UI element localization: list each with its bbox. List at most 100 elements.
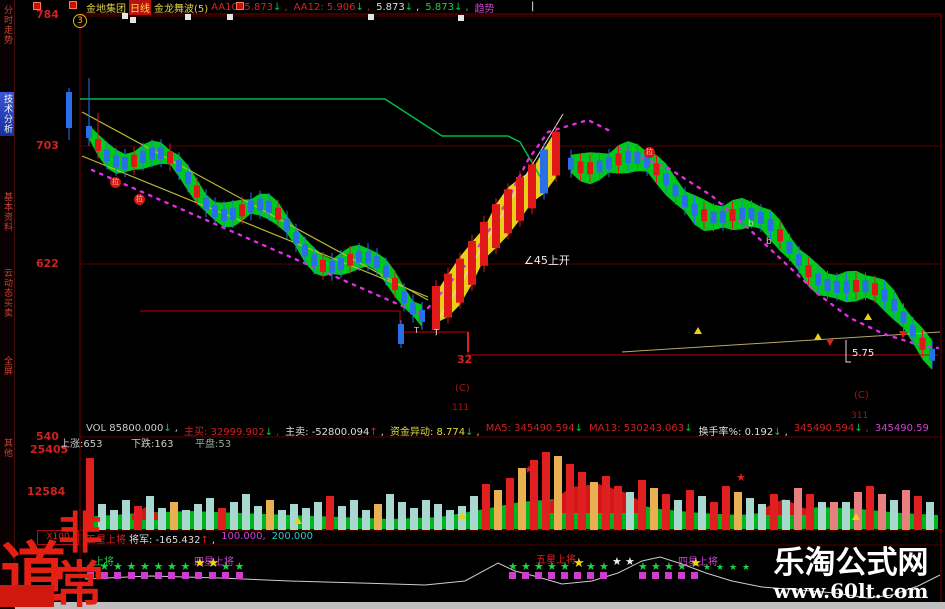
volume-bar [410, 508, 418, 530]
candlestick [468, 240, 476, 285]
volume-bar [602, 476, 610, 530]
grid-handle-2[interactable] [130, 17, 136, 23]
candlestick [338, 257, 344, 270]
yellow-trendline-2 [81, 155, 429, 298]
signal-base-block [222, 572, 229, 579]
signal-base-block [168, 572, 175, 579]
signal-base-block [548, 572, 555, 579]
candlestick [691, 203, 698, 216]
signal-star-marker: ★ [560, 560, 570, 573]
candlestick [853, 280, 859, 293]
candlestick [577, 161, 584, 174]
signal-star-marker: ★ [153, 560, 164, 573]
signal-base-block [535, 572, 542, 579]
grid-handle-3[interactable] [185, 14, 191, 20]
grid-handle-6[interactable] [458, 15, 464, 21]
volume-bar [830, 502, 838, 530]
topbar-token-8: 趋势 [474, 4, 495, 15]
volume-bar [158, 508, 166, 530]
sidebar-tab-1[interactable]: 分时走势 [2, 5, 12, 45]
candlestick [492, 204, 500, 249]
green-ma-line [80, 98, 546, 186]
signal-base-block [691, 572, 698, 579]
volume-bar [98, 504, 106, 530]
candlestick [432, 286, 440, 330]
candlestick [104, 149, 110, 162]
ind-header-token-1: 五星上将 [86, 535, 126, 546]
signal-star-marker: ★ [690, 556, 702, 571]
volume-bar [674, 500, 682, 530]
candlestick [504, 189, 512, 234]
signal-star-marker: ★ [664, 560, 674, 573]
volume-bar [134, 506, 142, 530]
volume-bar [590, 482, 598, 530]
candlestick [748, 208, 755, 221]
volume-indicator-header[interactable]: VOL 85800.000↓, 主买: 32999.902↓, 主卖: -52800… [86, 423, 932, 438]
candlestick [720, 210, 726, 223]
candlestick [767, 219, 774, 232]
letter-mark-b2: b [766, 237, 772, 247]
stop-value: 32 [457, 353, 473, 366]
t-mark-2: T [434, 328, 439, 337]
signal-star-marker: ★ [729, 563, 738, 573]
topbar-token-4: AA10: 5.873↓, [211, 2, 288, 13]
volume-bar [326, 496, 334, 530]
callout-connector [845, 340, 851, 363]
candlestick [480, 221, 488, 266]
grid-handle-5[interactable] [368, 14, 374, 20]
candlestick [320, 259, 326, 272]
sidebar-tab-5[interactable]: 全屏 [2, 356, 12, 376]
signal-star-marker: ★ [625, 555, 635, 568]
grid-handle-1[interactable] [122, 13, 128, 19]
vol-header-token-1: VOL 85800.000↓, [86, 423, 178, 434]
candlestick [86, 126, 92, 138]
candlestick [644, 155, 650, 168]
signal-star-marker: ★ [99, 560, 110, 573]
sidebar-tab-6[interactable]: 其他 [2, 438, 12, 458]
candlestick [615, 153, 622, 166]
candlestick [701, 209, 707, 222]
signal-base-block [509, 572, 516, 579]
candlestick [881, 289, 888, 302]
candlestick [284, 218, 290, 231]
sidebar-tab-3[interactable]: 基本资料 [2, 192, 12, 232]
volume-bar [794, 488, 802, 530]
candlestick [796, 254, 802, 267]
general-line-curve [84, 556, 941, 599]
volume-bar [314, 502, 322, 530]
vol-label-25405: 25405 [30, 443, 69, 456]
up-triangle-marker [294, 517, 302, 524]
candlestick [634, 151, 641, 164]
volume-bar [770, 494, 778, 530]
volume-bar [350, 500, 358, 530]
bottom-indicator-header[interactable]: 五星上将 将军: -165.432↑, 100.000, 200.000 [86, 531, 316, 546]
vol-header-token-5: MA5: 345490.594↓ [485, 423, 583, 434]
sidebar-tab-4[interactable]: 云动态买卖 [2, 268, 12, 318]
ind-header-token-3: 100.000, [221, 531, 266, 542]
candlestick [302, 244, 308, 257]
signal-base-block [587, 572, 594, 579]
volume-bar [470, 496, 478, 530]
signal-star-marker: ★ [651, 560, 661, 573]
candlestick [824, 278, 831, 291]
window-icon-2[interactable] [69, 1, 77, 9]
volume-bar [722, 486, 730, 530]
signal-star-marker: ★ [573, 556, 585, 571]
signal-label-4star-right: 四星上将 [678, 557, 718, 568]
volume-bar [422, 500, 430, 530]
grid-handle-4[interactable] [227, 14, 233, 20]
candlestick [266, 200, 272, 213]
signal-star-marker: ★ [742, 563, 751, 573]
candlestick [374, 256, 380, 269]
window-icon-3[interactable] [236, 2, 244, 10]
volume-bar [254, 506, 262, 530]
candlestick [392, 277, 398, 290]
candlestick [786, 241, 793, 254]
sar-left [90, 168, 427, 318]
t-mark-1: T [414, 326, 419, 335]
signal-label-4star-left: 四星上将 [194, 557, 234, 568]
sidebar-tab-2[interactable]: 技术分析 [0, 92, 14, 136]
window-icon-1[interactable] [33, 2, 41, 10]
candlestick [221, 208, 227, 221]
ind-header-token-4: 200.000 [271, 531, 313, 542]
